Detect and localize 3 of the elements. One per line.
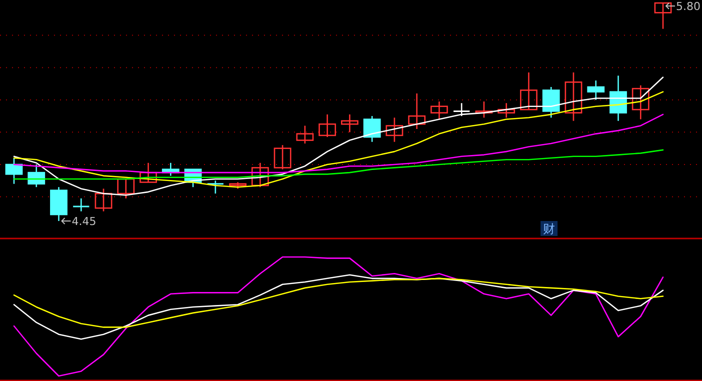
annotation: 4.45: [72, 215, 96, 228]
text: 5.80: [676, 0, 700, 13]
text: 财: [543, 222, 556, 236]
